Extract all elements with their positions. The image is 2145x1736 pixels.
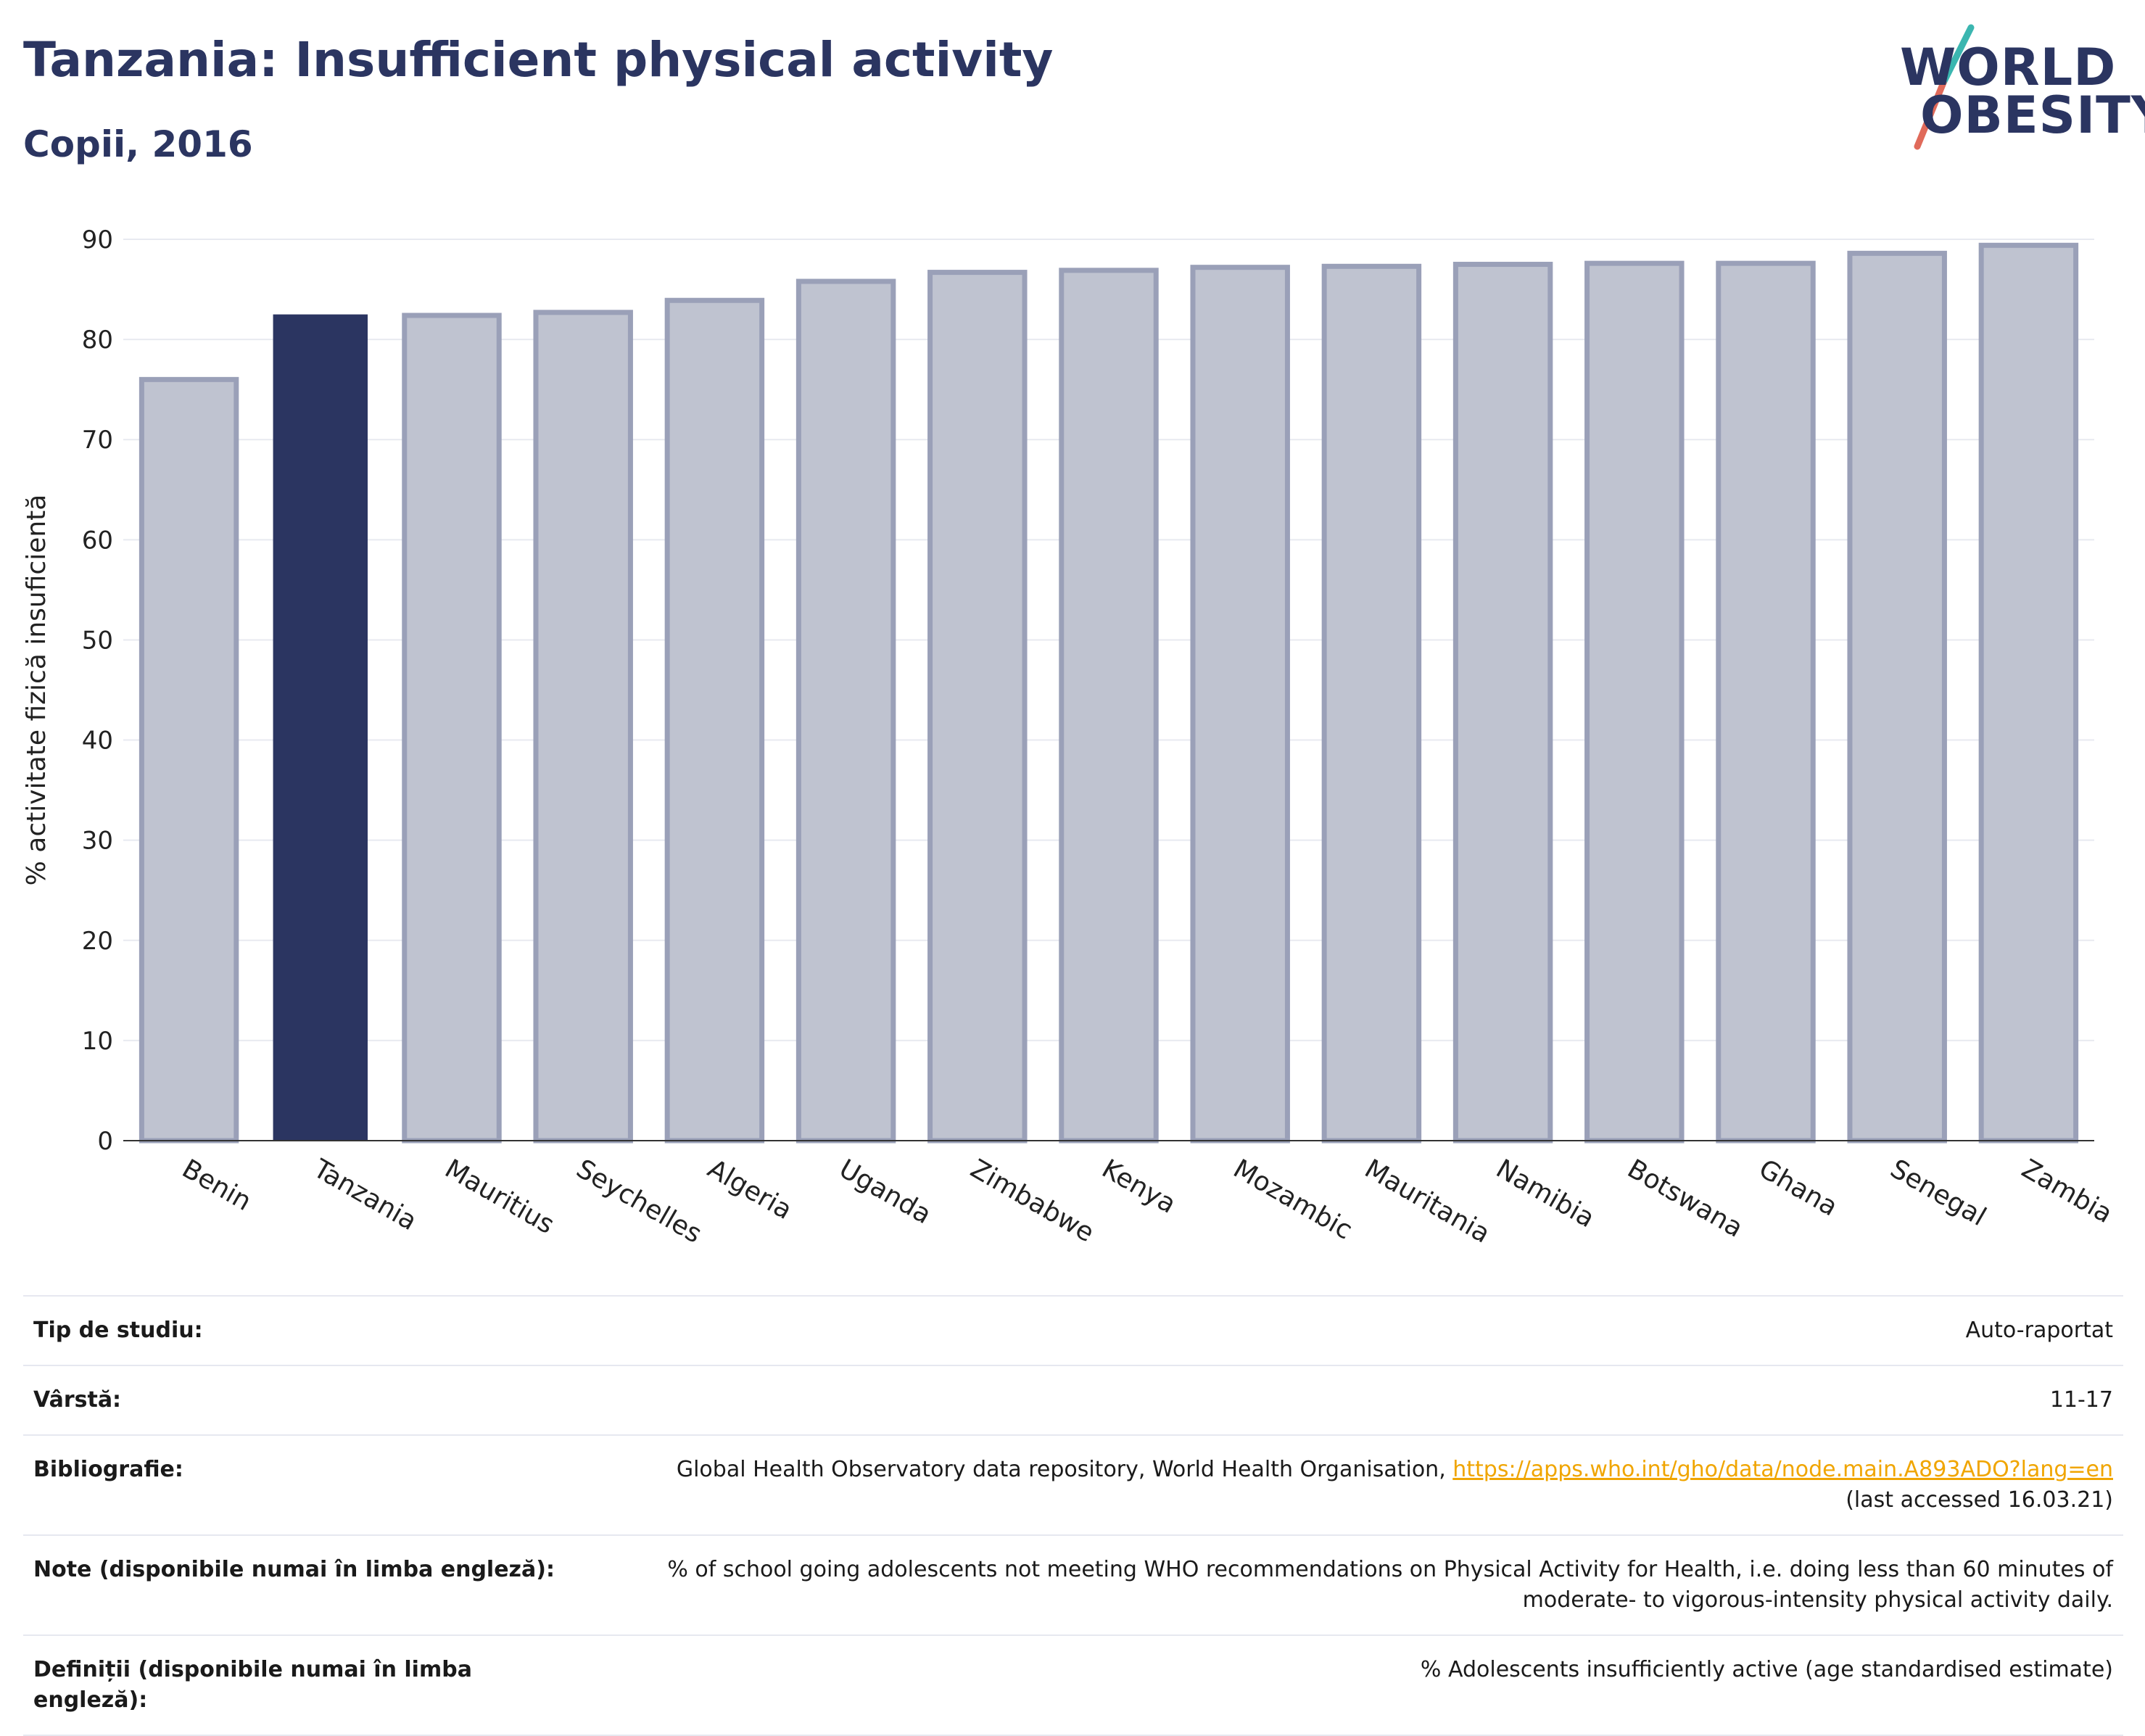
info-row-notes: Note (disponibile numai în limba engleză… [23, 1534, 2123, 1636]
bar-mauritius [402, 313, 502, 1144]
logo-slash-icon [1914, 24, 1975, 150]
world-obesity-logo[interactable]: WORLD OBESITY [1885, 22, 2145, 152]
bar-mauritania [1321, 263, 1422, 1144]
bibliography-label: Bibliografie: [23, 1434, 566, 1536]
y-tick-label: 0 [97, 1127, 113, 1156]
bar-kenya [1059, 268, 1159, 1144]
x-tick-label: Ghana [1754, 1154, 1843, 1222]
x-tick-label: Tanzania [307, 1154, 421, 1236]
study-type-value: Auto-raportat [566, 1295, 2123, 1366]
x-tick-label: Mauritania [1360, 1154, 1495, 1249]
y-tick-label: 50 [82, 626, 113, 655]
definitions-label-line-1: Definiții (disponibile numai în limba [33, 1657, 472, 1682]
bar-benin [139, 376, 239, 1144]
bibliography-text: Global Health Observatory data repositor… [676, 1457, 1453, 1482]
y-tick-label: 30 [82, 827, 113, 856]
logo-line-1: WORLD [1900, 38, 2117, 97]
bars [139, 242, 2079, 1144]
notes-label: Note (disponibile numai în limba engleză… [23, 1534, 566, 1636]
page-subtitle: Copii, 2016 [23, 123, 253, 165]
info-table: Tip de studiu: Auto-raportat Vârstă: 11-… [23, 1295, 2123, 1736]
bar-namibia [1452, 262, 1553, 1144]
y-tick-label: 80 [82, 326, 113, 355]
info-row-age: Vârstă: 11-17 [23, 1365, 2123, 1436]
info-row-bibliography: Bibliografie: Global Health Observatory … [23, 1434, 2123, 1536]
y-axis-label: % activitate fizică insuficientă [22, 495, 51, 886]
x-tick-label: Mauritius [440, 1154, 560, 1240]
bar-uganda [795, 278, 896, 1144]
study-type-label: Tip de studiu: [23, 1295, 566, 1366]
age-label: Vârstă: [23, 1365, 566, 1436]
x-tick-label: Benin [177, 1154, 256, 1217]
x-tick-label: Zambia [2017, 1154, 2117, 1229]
notes-line-1: % of school going adolescents not meetin… [667, 1557, 2113, 1582]
definitions-label: Definiții (disponibile numai în limba en… [23, 1634, 566, 1736]
bar-senegal [1847, 250, 1947, 1144]
bibliography-link[interactable]: https://apps.who.int/gho/data/node.main.… [1452, 1457, 2113, 1482]
y-tick-label: 10 [82, 1027, 113, 1056]
y-tick-label: 70 [82, 426, 113, 455]
x-tick-label: Seychelles [571, 1154, 707, 1249]
x-tick-label: Uganda [834, 1154, 936, 1230]
bar-ghana [1716, 260, 1816, 1144]
bar-algeria [664, 297, 765, 1144]
bar-chart: 0 10 20 30 40 50 60 70 80 90 Benin Tanzania Mauritiu… [22, 226, 2117, 1249]
bar-zambia [1978, 242, 2079, 1144]
x-tick-label: Kenya [1097, 1154, 1181, 1220]
x-tick-label: Botswana [1622, 1154, 1748, 1243]
bar-tanzania [273, 314, 368, 1141]
info-row-study-type: Tip de studiu: Auto-raportat [23, 1295, 2123, 1366]
bibliography-accessed: (last accessed 16.03.21) [1846, 1487, 2113, 1513]
bar-zimbabwe [927, 270, 1028, 1144]
y-tick-label: 90 [82, 226, 113, 255]
notes-line-2: moderate- to vigorous-intensity physical… [1522, 1587, 2113, 1613]
x-tick-label: Mozambic [1228, 1154, 1357, 1245]
info-row-definitions: Definiții (disponibile numai în limba en… [23, 1634, 2123, 1736]
age-value: 11-17 [566, 1365, 2123, 1436]
bar-botswana [1584, 260, 1685, 1144]
y-tick-label: 20 [82, 927, 113, 956]
logo-line-2: OBESITY [1920, 86, 2145, 145]
x-tick-label: Zimbabwe [965, 1154, 1099, 1248]
definitions-label-line-2: engleză): [33, 1687, 148, 1713]
bibliography-value: Global Health Observatory data repositor… [566, 1434, 2123, 1536]
x-tick-label: Senegal [1885, 1154, 1991, 1232]
y-tick-label: 40 [82, 727, 113, 756]
definitions-value: % Adolescents insufficiently active (age… [566, 1634, 2123, 1736]
page-title: Tanzania: Insufficient physical activity [23, 32, 1054, 88]
bar-seychelles [533, 310, 633, 1144]
y-tick-label: 60 [82, 526, 113, 555]
bar-mozambic [1190, 265, 1290, 1144]
notes-value: % of school going adolescents not meetin… [566, 1534, 2123, 1636]
x-tick-label: Algeria [703, 1154, 797, 1225]
x-tick-label: Namibia [1491, 1154, 1600, 1233]
